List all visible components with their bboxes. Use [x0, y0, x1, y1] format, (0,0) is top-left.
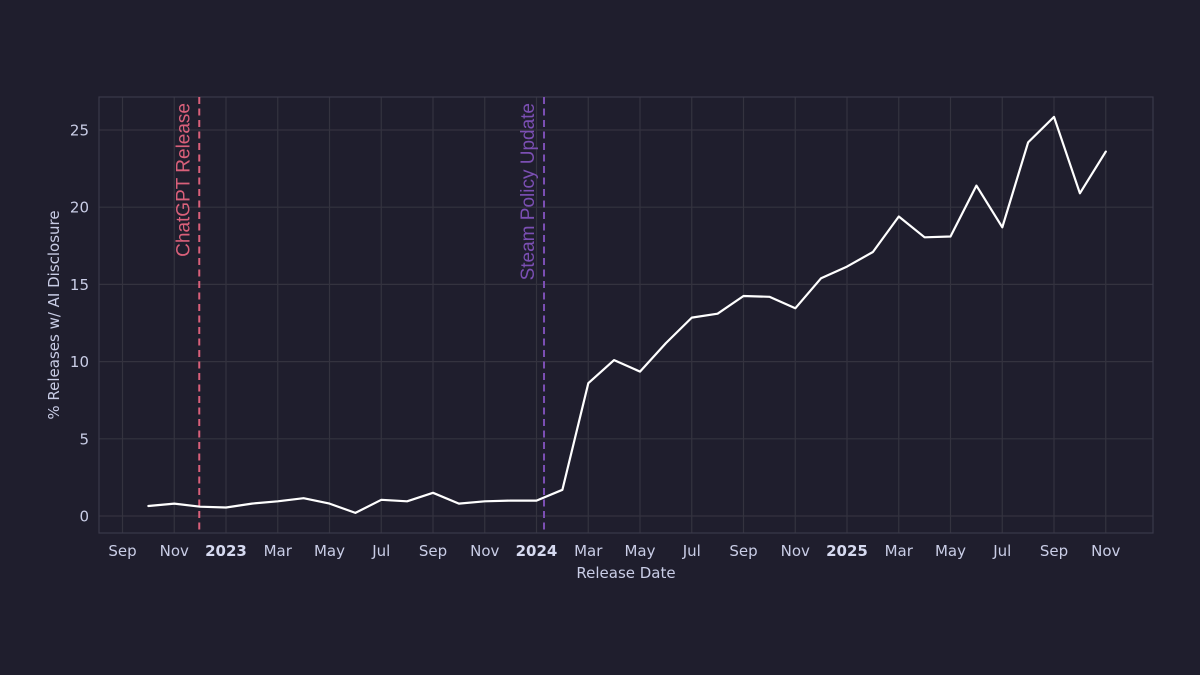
series-line	[147, 115, 1107, 515]
y-tick-label: 0	[79, 508, 89, 526]
x-tick-label: Jul	[371, 542, 390, 560]
y-tick-label: 25	[70, 122, 89, 140]
series	[147, 115, 1107, 515]
x-tick-label: Nov	[160, 542, 189, 560]
annotations: ChatGPT Release Steam Policy Update	[173, 97, 546, 533]
x-tick-label: May	[935, 542, 966, 560]
x-tick-label: May	[314, 542, 345, 560]
y-axis-label: % Releases w/ AI Disclosure	[45, 210, 63, 419]
x-tick-label: Jul	[682, 542, 701, 560]
chatgpt-release-label: ChatGPT Release	[173, 103, 194, 257]
steam-policy-label: Steam Policy Update	[518, 103, 539, 280]
y-tick-label: 10	[70, 353, 89, 371]
x-tick-label: Mar	[885, 542, 914, 560]
x-tick-label: Sep	[1040, 542, 1068, 560]
x-tick-label: Nov	[1091, 542, 1120, 560]
x-axis-ticks: Sep Nov 2023 Mar May Jul Sep Nov 2024 Mar May Jul Se…	[108, 542, 1120, 560]
x-tick-label: 2024	[516, 542, 558, 560]
x-tick-label: May	[624, 542, 655, 560]
x-tick-label: 2023	[205, 542, 247, 560]
x-axis-label: Release Date	[576, 564, 675, 582]
x-tick-label: Sep	[729, 542, 757, 560]
x-tick-label: Sep	[419, 542, 447, 560]
x-tick-label: Jul	[992, 542, 1011, 560]
grid	[99, 97, 1153, 533]
x-tick-label: 2025	[826, 542, 868, 560]
x-tick-label: Nov	[781, 542, 810, 560]
plot-frame	[98, 96, 1154, 534]
x-tick-label: Sep	[108, 542, 136, 560]
y-tick-label: 5	[79, 430, 89, 448]
y-tick-label: 20	[70, 199, 89, 217]
x-tick-label: Mar	[574, 542, 603, 560]
y-tick-label: 15	[70, 276, 89, 294]
y-axis-ticks: 0 5 10 15 20 25	[70, 122, 89, 526]
x-tick-label: Nov	[470, 542, 499, 560]
x-tick-label: Mar	[264, 542, 293, 560]
